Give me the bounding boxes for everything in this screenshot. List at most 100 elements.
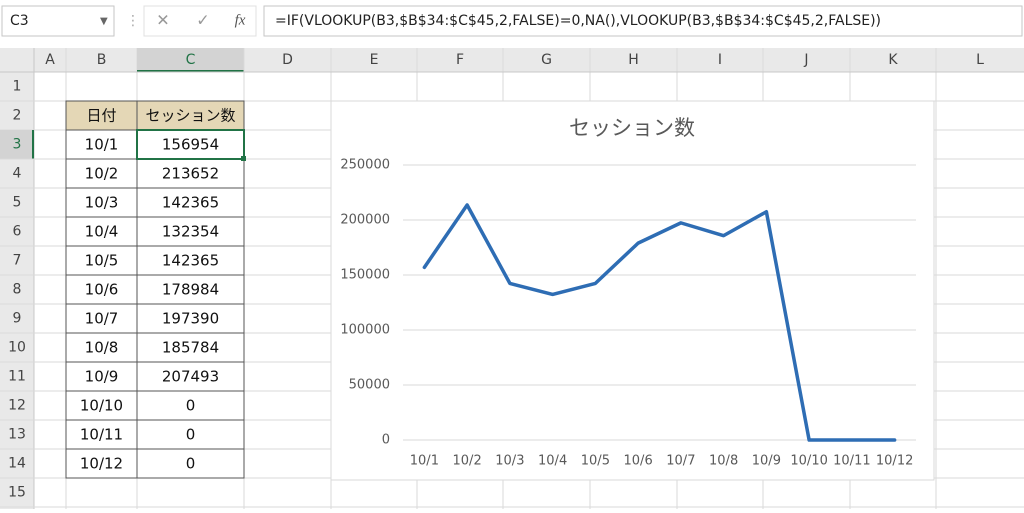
date-cell-text: 10/7 — [85, 310, 119, 328]
table-cell[interactable] — [65, 274, 138, 305]
column-header[interactable]: A — [45, 52, 55, 68]
session-cell-text: 197390 — [162, 310, 219, 328]
session-cell-text: 213652 — [162, 165, 219, 183]
session-cell-text: 142365 — [162, 194, 219, 212]
column-header[interactable]: J — [803, 52, 808, 68]
x-tick-label: 10/2 — [453, 454, 482, 469]
y-tick-label: 100000 — [340, 323, 390, 338]
table-cell[interactable] — [136, 419, 245, 450]
session-cell-text: 132354 — [162, 223, 219, 241]
x-tick-label: 10/3 — [495, 454, 524, 469]
y-tick-label: 200000 — [340, 213, 390, 228]
date-cell-text: 10/5 — [85, 252, 119, 270]
enter-button[interactable]: ✓ — [196, 11, 209, 30]
name-box-text: C3 — [10, 13, 29, 29]
row-header[interactable]: 15 — [8, 485, 26, 501]
row-header[interactable]: 7 — [13, 253, 22, 269]
fill-handle — [241, 156, 246, 161]
row-header[interactable]: 2 — [13, 108, 22, 124]
table-cell[interactable] — [136, 274, 245, 305]
table-cell[interactable] — [65, 129, 138, 160]
row-header[interactable]: 11 — [8, 369, 26, 385]
row-header[interactable]: 13 — [8, 427, 26, 443]
formula-buttons — [143, 5, 257, 37]
x-tick-label: 10/7 — [666, 454, 695, 469]
chart-area[interactable] — [330, 100, 935, 481]
x-tick-label: 10/10 — [790, 454, 827, 469]
row-header[interactable]: 12 — [8, 398, 26, 414]
column-header[interactable]: F — [456, 52, 464, 68]
table-header-text: 日付 — [86, 107, 116, 125]
column-header[interactable]: K — [888, 52, 898, 68]
table-cell[interactable] — [65, 158, 138, 189]
table-cell[interactable] — [136, 448, 245, 479]
name-box[interactable] — [1, 5, 115, 37]
x-tick-label: 10/4 — [538, 454, 567, 469]
x-tick-label: 10/8 — [709, 454, 738, 469]
x-tick-label: 10/5 — [581, 454, 610, 469]
column-header[interactable]: I — [718, 52, 722, 68]
cancel-button[interactable]: ✕ — [156, 11, 169, 30]
column-header[interactable]: B — [97, 52, 107, 68]
session-cell-text: 178984 — [162, 281, 219, 299]
data-line — [422, 203, 897, 442]
date-cell-text: 10/1 — [85, 136, 119, 154]
x-tick-label: 10/12 — [876, 454, 913, 469]
formula-box[interactable] — [263, 5, 1023, 37]
table-cell[interactable] — [136, 303, 245, 334]
x-tick-label: 10/6 — [624, 454, 653, 469]
row-header[interactable]: 8 — [13, 282, 22, 298]
session-cell-text: 0 — [186, 426, 196, 444]
row-header[interactable]: 3 — [13, 137, 22, 153]
x-tick-label: 10/1 — [410, 454, 439, 469]
column-header[interactable]: H — [628, 52, 639, 68]
table-cell[interactable] — [136, 332, 245, 363]
table-cell[interactable] — [65, 448, 138, 479]
table-cell[interactable] — [136, 390, 245, 421]
row-header[interactable]: 6 — [13, 224, 22, 240]
chart-title: セッション数 — [569, 116, 695, 140]
chart: セッション数 0 50000 100000 150000 200000 250000 10/1… — [330, 100, 935, 481]
column-header[interactable]: E — [370, 52, 379, 68]
session-cell-text: 0 — [186, 397, 196, 415]
table-cell[interactable] — [65, 216, 138, 247]
row-header[interactable]: 1 — [13, 79, 22, 95]
y-tick-label: 0 — [382, 433, 390, 448]
date-cell-text: 10/3 — [85, 194, 119, 212]
separator: ⋮ — [126, 13, 140, 29]
y-tick-label: 150000 — [340, 268, 390, 283]
row-header[interactable]: 14 — [8, 456, 26, 472]
column-header[interactable]: L — [976, 52, 984, 68]
session-cell-text: 156954 — [162, 136, 219, 154]
table-cell[interactable] — [65, 419, 138, 450]
selected-row-header — [0, 130, 34, 159]
row-header[interactable]: 5 — [13, 195, 22, 211]
column-header[interactable]: G — [541, 52, 552, 68]
x-tick-label: 10/11 — [833, 454, 870, 469]
date-cell-text: 10/8 — [85, 339, 119, 357]
session-cell-text: 207493 — [162, 368, 219, 386]
row-header[interactable]: 4 — [13, 166, 22, 182]
name-box-dropdown[interactable]: ▼ — [100, 16, 108, 27]
table-cell[interactable] — [136, 245, 245, 276]
date-cell-text: 10/10 — [80, 397, 123, 415]
y-tick-label: 50000 — [349, 378, 390, 393]
date-cell-text: 10/12 — [80, 455, 123, 473]
formula-text: =IF(VLOOKUP(B3,$B$34:$C$45,2,FALSE)=0,NA… — [275, 13, 881, 29]
x-tick-label: 10/9 — [752, 454, 781, 469]
row-header[interactable]: 9 — [13, 311, 22, 327]
table-cell[interactable] — [136, 216, 245, 247]
session-cell-text: 142365 — [162, 252, 219, 270]
function-button[interactable]: fx — [235, 12, 246, 28]
table-header-text: セッション数 — [145, 107, 235, 125]
row-header[interactable]: 10 — [8, 340, 26, 356]
y-tick-label: 250000 — [340, 158, 390, 173]
column-header[interactable]: C — [186, 52, 196, 68]
date-cell-text: 10/9 — [85, 368, 119, 386]
column-header[interactable]: D — [282, 52, 293, 68]
table-cell[interactable] — [65, 303, 138, 334]
date-cell-text: 10/4 — [85, 223, 119, 241]
date-cell-text: 10/6 — [85, 281, 119, 299]
